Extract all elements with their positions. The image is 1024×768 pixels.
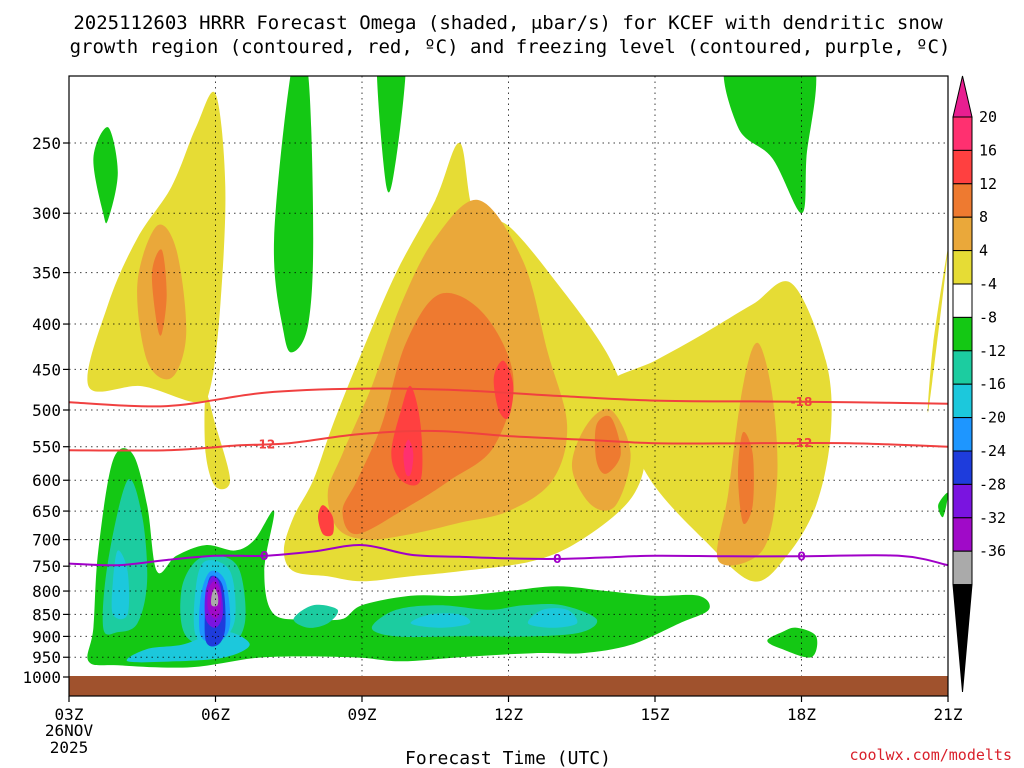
x-date-day: 26NOV [45, 721, 94, 740]
x-date-year: 2025 [50, 738, 89, 757]
colorbar-label-5: -4 [979, 275, 997, 293]
omega-region--4-23 [938, 492, 948, 518]
colorbar-seg-11 [952, 483, 973, 519]
omega-region-16-13 [391, 385, 423, 486]
omega-region-12-9 [342, 292, 514, 535]
omega-region--4-21 [93, 127, 118, 224]
isotherm-extra-label-0: -12 [791, 436, 813, 450]
colorbar-label-4: 4 [979, 242, 988, 260]
colorbar-seg-9 [952, 417, 973, 452]
colorbar-seg-12 [952, 517, 973, 552]
colorbar-seg-0 [952, 116, 973, 151]
y-tick-300: 300 [32, 204, 61, 223]
colorbar-seg-2 [952, 183, 973, 218]
y-tick-250: 250 [32, 134, 61, 153]
omega-region-4-3 [204, 393, 231, 490]
colorbar-seg-13 [952, 550, 973, 586]
omega-region--4-20 [723, 76, 817, 214]
omega-region--4-19 [376, 76, 406, 193]
omega-region-12-10 [594, 415, 621, 474]
colorbar-seg-10 [952, 450, 973, 485]
contour-lines: -18 -12 0 -12 0 0 [69, 387, 948, 567]
omega-region--4-18 [273, 76, 314, 353]
y-tick-600: 600 [32, 471, 61, 490]
colorbar-label-1: 16 [979, 141, 997, 159]
colorbar-seg-1 [952, 149, 973, 185]
colorbar-label-8: -16 [979, 375, 1006, 393]
x-axis-label: Forecast Time (UTC) [405, 748, 611, 768]
x-tick-15Z: 15Z [641, 705, 670, 724]
y-tick-450: 450 [32, 360, 61, 379]
omega-region--12-32 [527, 608, 578, 628]
colorbar-seg-4 [952, 250, 973, 285]
y-tick-1000: 1000 [22, 668, 61, 687]
colorbar-label-9: -20 [979, 409, 1006, 427]
omega-region--8-26 [293, 604, 339, 628]
colorbar-seg-3 [952, 216, 973, 252]
colorbar-label-3: 8 [979, 208, 988, 226]
omega-region-16-15 [318, 505, 334, 537]
omega-region-16-14 [493, 360, 514, 420]
omega-region-4-4 [927, 248, 948, 413]
y-tick-950: 950 [32, 648, 61, 667]
x-tick-09Z: 09Z [348, 705, 377, 724]
omega-region--4-22 [767, 627, 818, 658]
y-tick-900: 900 [32, 627, 61, 646]
colorbar-label-10: -24 [979, 442, 1006, 460]
colorbar-label-13: -36 [979, 542, 1006, 560]
source-credit: coolwx.com/modelts [849, 746, 1012, 764]
y-tick-750: 750 [32, 557, 61, 576]
x-tick-18Z: 18Z [787, 705, 816, 724]
isotherm-label-0: -18 [791, 395, 813, 409]
colorbar-label-0: 20 [979, 108, 997, 126]
omega-region--12-31 [410, 613, 471, 628]
x-tick-06Z: 06Z [201, 705, 230, 724]
colorbar-seg-6 [952, 316, 973, 352]
isotherm--12-line [69, 429, 948, 452]
colorbar-seg-8 [952, 383, 973, 419]
y-tick-400: 400 [32, 315, 61, 334]
colorbar-label-6: -8 [979, 308, 997, 326]
y-tick-650: 650 [32, 502, 61, 521]
omega-region--12-28 [111, 550, 130, 620]
x-tick-12Z: 12Z [494, 705, 523, 724]
isotherm-0-line [69, 544, 948, 567]
omega-region-20-16 [403, 439, 414, 477]
isotherm-extra-label-2: 0 [797, 549, 805, 563]
colorbar-label-2: 12 [979, 175, 997, 193]
colorbar-seg-5 [952, 283, 973, 318]
chart-title-line2: growth region (contoured, red, ºC) and f… [70, 36, 951, 58]
colorbar-label-11: -28 [979, 475, 1006, 493]
x-tick-03Z: 03Z [55, 705, 84, 724]
ground-surface [69, 676, 948, 696]
chart-title-line1: 2025112603 HRRR Forecast Omega (shaded, … [73, 12, 943, 34]
y-tick-550: 550 [32, 438, 61, 457]
y-tick-700: 700 [32, 531, 61, 550]
y-tick-800: 800 [32, 582, 61, 601]
colorbar-label-12: -32 [979, 509, 1006, 527]
gridlines [68, 76, 949, 696]
x-tick-21Z: 21Z [934, 705, 963, 724]
y-tick-350: 350 [32, 264, 61, 283]
colorbar-seg-7 [952, 350, 973, 385]
colorbar: 20 16 12 8 4 -4 -8 -12 -16 -20 -24 -28 -32 -36 [952, 75, 1006, 693]
time-axis: 03Z 06Z 09Z 12Z 15Z 18Z 21Z [55, 696, 963, 724]
isotherm-extra-label-1: 0 [553, 552, 561, 566]
omega-shading [87, 76, 948, 668]
colorbar-top-arrow [952, 75, 973, 118]
isotherm--18-line [69, 387, 948, 408]
isotherm-label-1: -12 [253, 437, 275, 451]
pressure-axis: 250 300 350 400 450 500 550 600 650 700 750 800 850 9… [22, 134, 69, 687]
omega-region-12-12 [151, 249, 167, 336]
y-tick-500: 500 [32, 401, 61, 420]
omega-region-12-11 [738, 431, 754, 525]
colorbar-bottom-arrow [952, 584, 973, 693]
colorbar-label-7: -12 [979, 342, 1006, 360]
omega-region--36-37 [211, 588, 219, 607]
isotherm-label-2: 0 [260, 549, 268, 563]
y-tick-850: 850 [32, 605, 61, 624]
omega-region-4-1 [605, 281, 832, 582]
